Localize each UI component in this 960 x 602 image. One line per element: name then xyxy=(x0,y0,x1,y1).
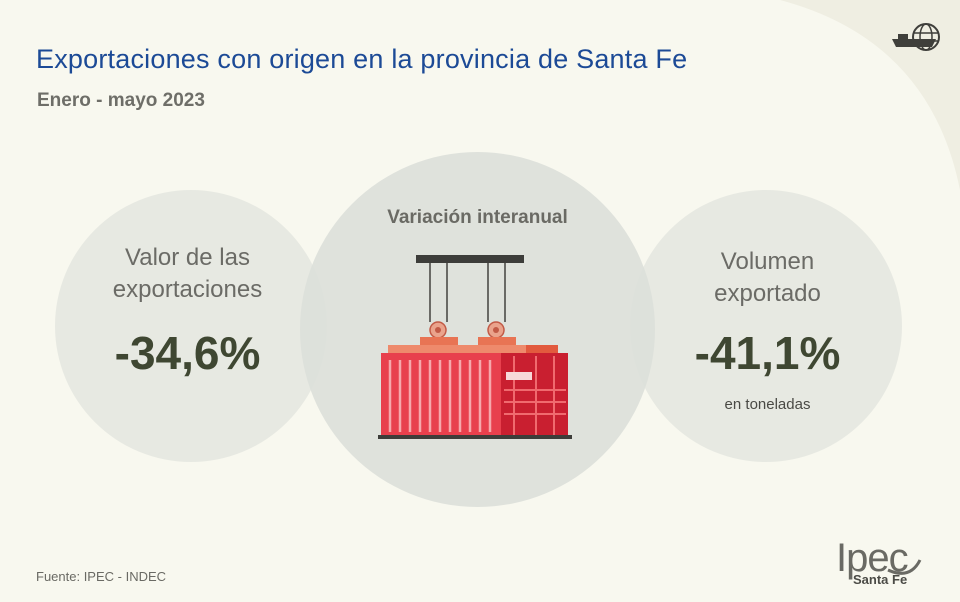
export-volume-label-line1: Volumen xyxy=(720,248,815,275)
export-value-label: Valor de las exportaciones xyxy=(80,242,295,306)
export-value-label-line1: Valor de las xyxy=(125,244,250,271)
export-value-change: -34,6% xyxy=(114,327,261,379)
page-subtitle: Enero - mayo 2023 xyxy=(37,90,205,111)
export-value-label-line2: exportaciones xyxy=(112,276,263,303)
ipec-logo-subtitle: Santa Fe xyxy=(853,572,908,587)
export-volume-change: -41,1% xyxy=(694,327,841,379)
shipping-container-crane-icon xyxy=(378,255,572,439)
source-note: Fuente: IPEC - INDEC xyxy=(36,569,167,584)
volume-unit-note: en toneladas xyxy=(724,396,811,413)
right-card-circle xyxy=(630,190,902,462)
center-card-circle xyxy=(300,152,655,507)
year-over-year-title: Variación interanual xyxy=(387,207,568,228)
export-volume-label-line2: exportado xyxy=(714,280,821,307)
export-volume-label: Volumen exportado xyxy=(660,246,875,310)
left-card-circle xyxy=(55,190,327,462)
globe-ship-icon xyxy=(892,23,940,51)
ipec-logo-swoosh-icon xyxy=(887,559,922,575)
page-title: Exportaciones con origen en la provincia… xyxy=(36,44,688,74)
